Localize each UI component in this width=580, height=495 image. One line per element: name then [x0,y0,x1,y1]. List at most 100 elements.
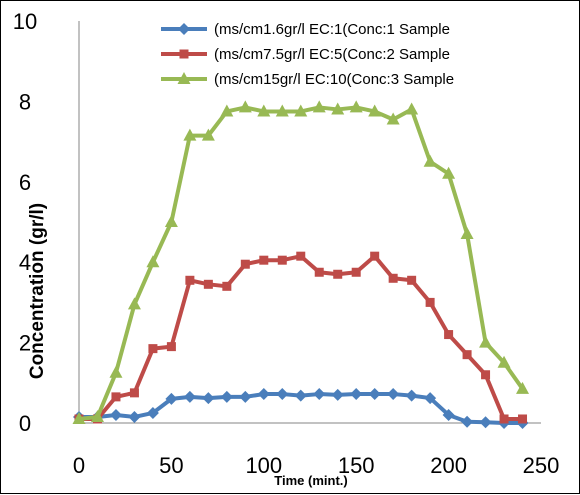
data-point [222,281,232,291]
data-point [294,104,308,117]
data-point [387,388,400,401]
data-point [499,414,509,424]
data-point [238,100,252,113]
data-point [127,297,141,310]
data-point [72,411,86,424]
y-tick-label: 4 [19,250,31,275]
data-point [257,388,270,401]
data-point [111,392,121,402]
data-point [178,23,190,35]
data-point [331,102,345,115]
data-point [516,381,530,394]
y-tick-label: 6 [19,170,31,195]
data-point [296,251,306,261]
data-point [370,251,380,261]
series-lines [72,100,530,429]
y-tick-label: 8 [19,89,31,114]
data-point [129,388,139,398]
y-tick-label: 0 [19,411,31,436]
data-point [405,389,418,402]
tick-labels: 0 50 100 150 200 250 0 2 4 6 8 10 [13,9,560,478]
data-point [109,408,122,421]
data-point [462,350,472,360]
data-point [183,128,197,141]
data-point [497,355,511,368]
data-point [386,112,400,125]
data-point [164,215,178,227]
series-group [72,100,530,424]
data-point [185,275,195,285]
data-point [350,388,363,401]
data-point [277,255,287,265]
data-point [331,388,344,401]
data-point [481,370,491,380]
series-group [74,251,528,424]
legend-entry: (ms/cm1.6gr/l EC:1(Conc:1 Sample [161,21,450,38]
x-axis-title: Time (mint.) [274,473,347,488]
data-point [201,128,215,141]
data-point [518,414,528,424]
data-point [479,416,492,429]
data-point [368,104,382,117]
legend: (ms/cm1.6gr/l EC:1(Conc:1 Sample (ms/cm7.… [161,21,454,88]
data-point [202,392,215,405]
data-point [179,49,189,59]
data-point [351,267,361,277]
data-point [146,406,159,419]
data-point [148,344,158,354]
series-group [73,388,529,429]
data-point [479,335,493,348]
data-point [442,166,456,179]
data-point [368,388,381,401]
data-point [165,392,178,405]
data-point [239,390,252,403]
data-point [294,389,307,402]
y-tick-label: 2 [19,331,31,356]
data-point [444,330,454,340]
x-tick-label: 150 [338,453,375,478]
x-tick-label: 100 [245,453,282,478]
data-point [424,392,437,405]
data-point [333,269,343,279]
data-point [257,104,271,117]
data-point [166,342,176,352]
legend-entry: (ms/cm7.5gr/l EC:5(Conc:2 Sample [161,46,450,63]
data-point [461,415,474,428]
data-point [425,297,435,307]
data-point [109,365,123,378]
data-point [146,255,160,268]
data-point [312,100,326,113]
data-point [220,104,234,117]
data-point [128,410,141,423]
legend-label: (ms/cm7.5gr/l EC:5(Conc:2 Sample [214,46,450,63]
legend-entry: (ms/cm15gr/l EC:10(Conc:3 Sample [161,71,454,88]
data-point [314,267,324,277]
x-tick-label: 50 [159,453,183,478]
data-point [405,102,419,115]
data-point [349,100,363,113]
data-point [90,409,104,422]
legend-label: (ms/cm1.6gr/l EC:1(Conc:1 Sample [214,21,450,38]
data-point [177,72,191,84]
data-point [442,408,455,421]
data-point [275,104,289,117]
data-point [259,255,269,265]
data-point [276,388,289,401]
data-point [203,279,213,289]
y-tick-label: 10 [13,9,37,34]
series-line [78,105,525,421]
data-point [240,259,250,269]
data-point [313,388,326,401]
data-point [388,273,398,283]
data-point [220,390,233,403]
legend-label: (ms/cm15gr/l EC:10(Conc:3 Sample [214,71,454,88]
data-point [183,390,196,403]
x-tick-label: 0 [73,453,85,478]
data-point [460,227,474,240]
data-point [407,275,417,285]
y-axis-title: Concentration (gr/l) [27,203,48,379]
x-tick-label: 200 [430,453,467,478]
x-tick-label: 250 [523,453,560,478]
